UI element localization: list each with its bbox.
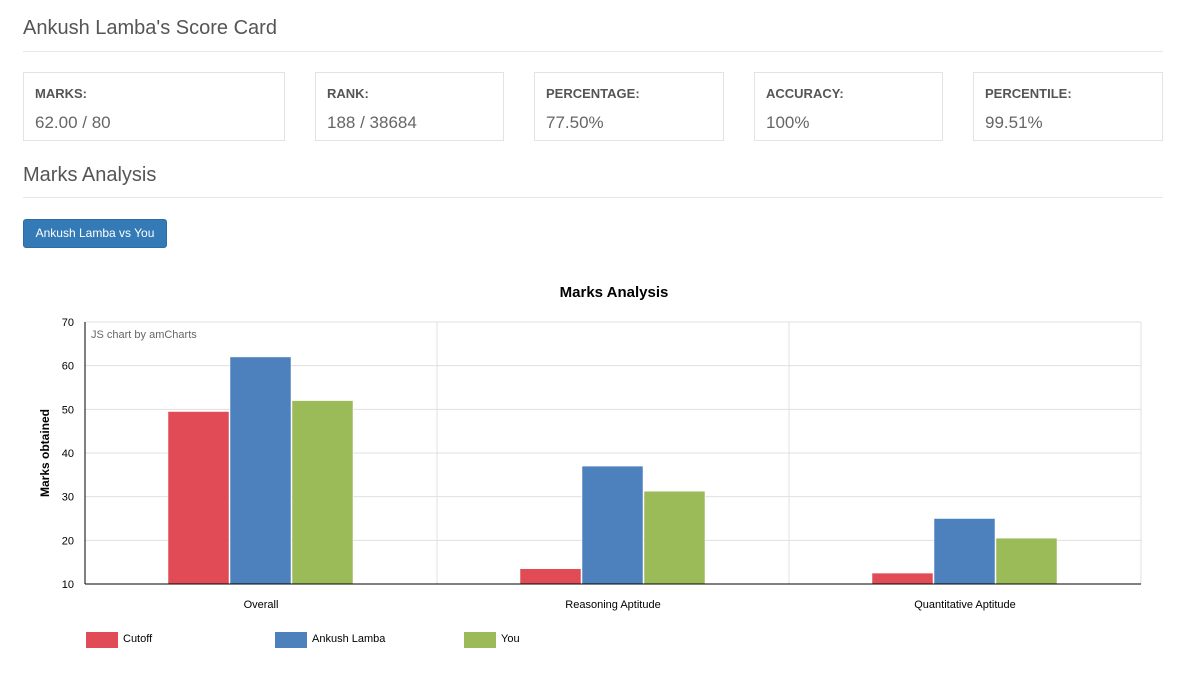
page-title: Ankush Lamba's Score Card [23, 17, 277, 39]
y-tick-label-40: 40 [62, 448, 74, 460]
bar-quantitative-aptitude-ankush-lamba [933, 518, 996, 585]
y-tick-label-60: 60 [62, 361, 74, 373]
section-title: Marks Analysis [23, 164, 157, 186]
legend-item-cutoff[interactable]: Cutoff [86, 631, 236, 649]
bar-quantitative-aptitude-cutoff [871, 572, 934, 585]
y-axis-label: Marks obtained [38, 409, 52, 497]
legend-swatch-you [464, 632, 496, 648]
accuracy-card: ACCURACY: 100% [754, 72, 943, 141]
y-tick-label-70: 70 [62, 317, 74, 329]
bar-quantitative-aptitude-you [995, 537, 1058, 585]
percentage-label: PERCENTAGE: [546, 86, 640, 101]
accuracy-label: ACCURACY: [766, 86, 844, 101]
accuracy-value: 100% [766, 113, 810, 132]
legend-label-ankush-lamba: Ankush Lamba [312, 633, 386, 645]
percentile-label: PERCENTILE: [985, 86, 1072, 101]
bar-overall-ankush-lamba [229, 356, 292, 585]
chart-watermark: JS chart by amCharts [91, 329, 197, 341]
rank-card: RANK: 188 / 38684 [315, 72, 504, 141]
y-tick-label-20: 20 [62, 535, 74, 547]
legend-label-cutoff: Cutoff [123, 633, 153, 645]
marks-chart: Marks Analysis 10 20 30 40 50 60 70 JS chart by … [38, 284, 1142, 611]
legend-label-you: You [501, 633, 520, 645]
section-divider [23, 197, 1163, 198]
legend-swatch-cutoff [86, 632, 118, 648]
marks-label: MARKS: [35, 86, 87, 101]
marks-card: MARKS: 62.00 / 80 [23, 72, 285, 141]
chart-title: Marks Analysis [560, 284, 669, 301]
legend-item-you[interactable]: You [464, 631, 584, 649]
marks-value: 62.00 / 80 [35, 113, 111, 132]
percentage-value: 77.50% [546, 113, 604, 132]
legend-item-ankush-lamba[interactable]: Ankush Lamba [275, 631, 425, 649]
x-tick-label-1: Reasoning Aptitude [565, 599, 660, 611]
bar-overall-you [291, 400, 354, 585]
legend-swatch-ankush-lamba [275, 632, 307, 648]
percentile-value: 99.51% [985, 113, 1043, 132]
compare-button[interactable]: Ankush Lamba vs You [23, 219, 167, 248]
y-tick-label-30: 30 [62, 492, 74, 504]
bar-overall-cutoff [167, 411, 230, 585]
bar-reasoning-aptitude-cutoff [519, 568, 582, 585]
y-tick-label-10: 10 [62, 579, 74, 591]
percentile-card: PERCENTILE: 99.51% [973, 72, 1163, 141]
rank-label: RANK: [327, 86, 369, 101]
x-tick-label-0: Overall [244, 599, 279, 611]
bar-reasoning-aptitude-ankush-lamba [581, 465, 644, 585]
y-tick-label-50: 50 [62, 404, 74, 416]
rank-value: 188 / 38684 [327, 113, 417, 132]
title-divider [23, 51, 1163, 52]
x-tick-label-2: Quantitative Aptitude [914, 599, 1016, 611]
bar-reasoning-aptitude-you [643, 490, 706, 585]
percentage-card: PERCENTAGE: 77.50% [534, 72, 724, 141]
